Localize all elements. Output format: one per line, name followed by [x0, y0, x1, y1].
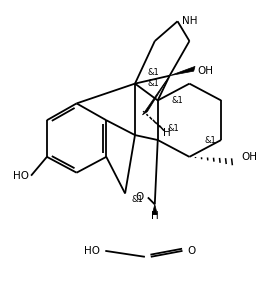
Text: O: O [136, 192, 144, 202]
Text: OH: OH [197, 66, 213, 76]
Text: H: H [151, 211, 159, 221]
Text: HO: HO [13, 171, 29, 181]
Text: &1: &1 [131, 195, 143, 204]
Polygon shape [152, 204, 157, 214]
Text: &1: &1 [172, 96, 183, 105]
Text: OH: OH [242, 152, 258, 162]
Text: &1: &1 [148, 68, 160, 77]
Text: O: O [187, 246, 196, 256]
Text: &1: &1 [148, 79, 160, 88]
Polygon shape [170, 66, 195, 76]
Text: H: H [163, 128, 170, 138]
Text: &1: &1 [168, 124, 179, 133]
Text: &1: &1 [204, 136, 216, 144]
Polygon shape [142, 76, 170, 115]
Text: HO: HO [84, 246, 100, 256]
Text: NH: NH [183, 16, 198, 26]
